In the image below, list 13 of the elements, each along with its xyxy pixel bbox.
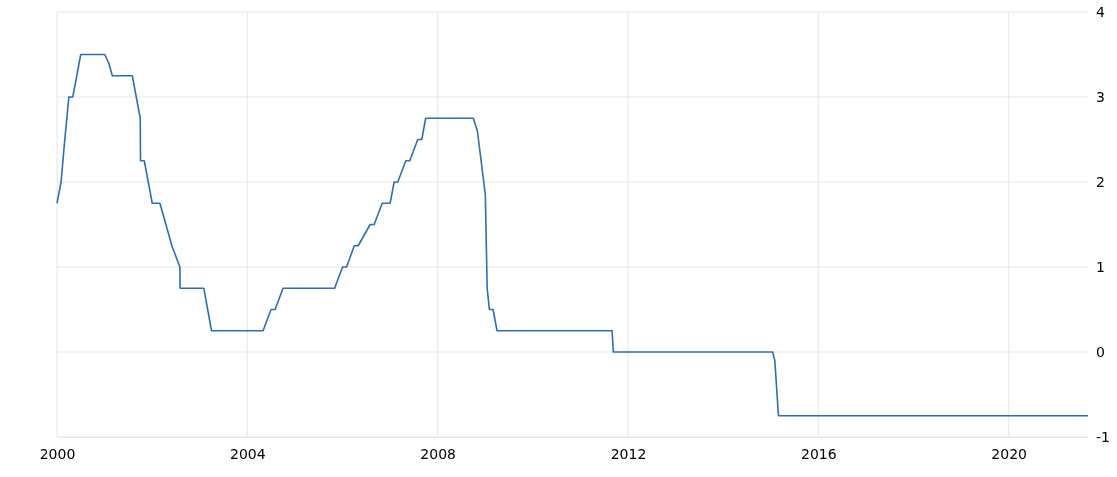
y-tick-label: 0 (1096, 343, 1105, 360)
y-tick-label: -1 (1096, 428, 1110, 445)
x-tick-label: 2016 (801, 445, 837, 462)
line-series (56, 53, 1089, 417)
x-tick-label: 2012 (610, 445, 647, 462)
y-tick-label: 2 (1096, 173, 1105, 190)
y-tick-label: 1 (1096, 258, 1105, 275)
y-tick-label: 4 (1096, 3, 1105, 20)
x-tick-label: 2000 (39, 445, 76, 462)
x-tick-label: 2004 (230, 445, 266, 462)
x-tick-label: 2020 (991, 445, 1027, 462)
x-tick-label: 2008 (420, 445, 456, 462)
y-tick-label: 3 (1096, 88, 1105, 105)
